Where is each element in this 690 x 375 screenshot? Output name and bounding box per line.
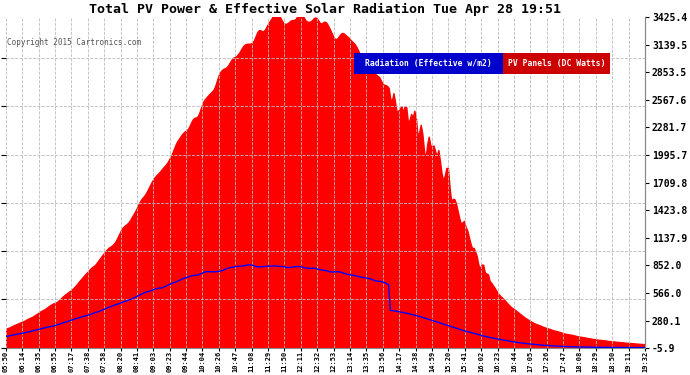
Text: Copyright 2015 Cartronics.com: Copyright 2015 Cartronics.com — [7, 38, 141, 47]
Text: PV Panels (DC Watts): PV Panels (DC Watts) — [508, 59, 606, 68]
Title: Total PV Power & Effective Solar Radiation Tue Apr 28 19:51: Total PV Power & Effective Solar Radiati… — [90, 3, 562, 16]
Text: Radiation (Effective w/m2): Radiation (Effective w/m2) — [365, 59, 492, 68]
